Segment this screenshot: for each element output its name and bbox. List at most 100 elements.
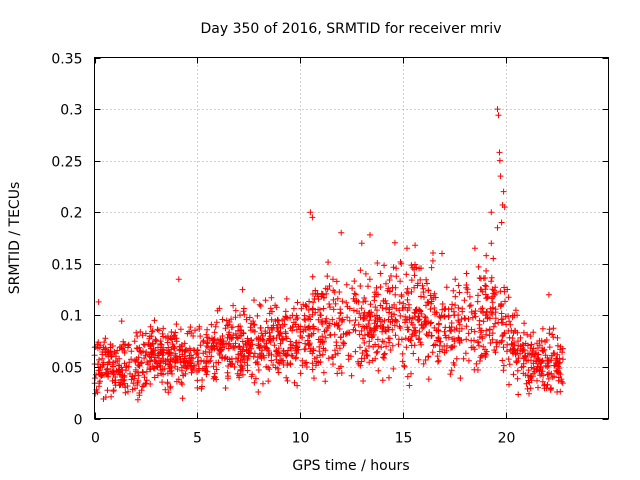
data-point (392, 332, 399, 339)
data-point (116, 344, 123, 351)
data-point (222, 325, 229, 332)
data-point (484, 293, 491, 300)
data-point (432, 341, 438, 348)
data-point (408, 319, 415, 326)
data-point (529, 348, 536, 354)
data-point (441, 313, 448, 320)
data-point (373, 349, 380, 356)
data-point (301, 312, 308, 319)
data-point (472, 308, 479, 314)
data-point (310, 347, 317, 354)
data-point (546, 344, 553, 351)
data-point (334, 350, 341, 357)
data-point (196, 365, 203, 372)
y-tick-label: 0.3 (60, 103, 82, 119)
data-point (122, 389, 129, 396)
data-point (274, 317, 281, 324)
data-point (411, 324, 418, 331)
data-point (154, 372, 161, 379)
data-point (416, 335, 423, 342)
data-point (449, 344, 456, 351)
data-point (316, 306, 323, 313)
data-point (318, 319, 325, 326)
data-point (506, 318, 513, 325)
data-point (367, 231, 373, 238)
data-point (187, 359, 194, 366)
data-point (422, 357, 429, 363)
data-point (554, 342, 561, 349)
data-point (346, 305, 353, 312)
data-point (405, 290, 412, 297)
data-point (203, 371, 210, 378)
data-point (208, 353, 215, 360)
data-point (95, 339, 102, 346)
data-point (431, 305, 438, 311)
data-point (317, 359, 324, 365)
data-point (409, 315, 416, 322)
data-point (456, 328, 463, 335)
data-point (391, 239, 398, 246)
data-point (223, 340, 230, 347)
data-point (473, 360, 480, 367)
data-point (540, 348, 546, 355)
data-points (91, 106, 566, 403)
data-point (268, 316, 275, 323)
data-point (452, 276, 459, 283)
data-point (538, 370, 545, 377)
data-point (475, 263, 482, 270)
data-point (539, 345, 546, 351)
data-point (244, 355, 251, 362)
data-point (496, 157, 503, 164)
data-point (489, 286, 496, 293)
data-point (419, 325, 426, 332)
data-point (374, 260, 381, 266)
data-point (232, 307, 239, 314)
data-point (386, 374, 392, 381)
data-point (110, 359, 117, 366)
data-point (154, 326, 161, 333)
data-point (134, 369, 141, 376)
data-point (352, 291, 359, 298)
data-point (141, 374, 148, 381)
data-point (401, 363, 408, 370)
data-point (538, 358, 545, 365)
data-point (392, 291, 399, 298)
data-point (213, 343, 220, 350)
data-point (398, 336, 405, 343)
data-point (190, 346, 197, 353)
data-point (305, 324, 312, 331)
data-point (463, 336, 470, 343)
data-point (511, 346, 518, 353)
data-point (498, 316, 505, 323)
data-point (194, 358, 201, 365)
data-point (178, 342, 185, 349)
data-point (277, 330, 284, 337)
data-point (458, 316, 465, 323)
data-point (484, 294, 491, 301)
data-point (408, 277, 415, 284)
data-point (283, 374, 290, 381)
data-point (362, 270, 369, 277)
data-point (417, 276, 424, 283)
data-point (515, 355, 522, 362)
data-point (489, 299, 496, 306)
data-point (334, 370, 341, 377)
data-point (206, 335, 212, 342)
data-point (210, 340, 217, 347)
data-point (366, 338, 373, 345)
data-point (400, 305, 406, 312)
data-point (455, 282, 462, 289)
data-point (488, 309, 495, 316)
data-point (553, 359, 559, 366)
data-point (528, 373, 535, 379)
y-tick-label: 0.35 (51, 52, 82, 68)
data-point (317, 352, 324, 359)
data-point (119, 372, 126, 378)
data-point (406, 382, 413, 389)
data-point (265, 352, 272, 359)
data-point (230, 344, 237, 351)
data-point (445, 334, 452, 341)
data-point (462, 350, 469, 357)
data-point (468, 344, 475, 351)
